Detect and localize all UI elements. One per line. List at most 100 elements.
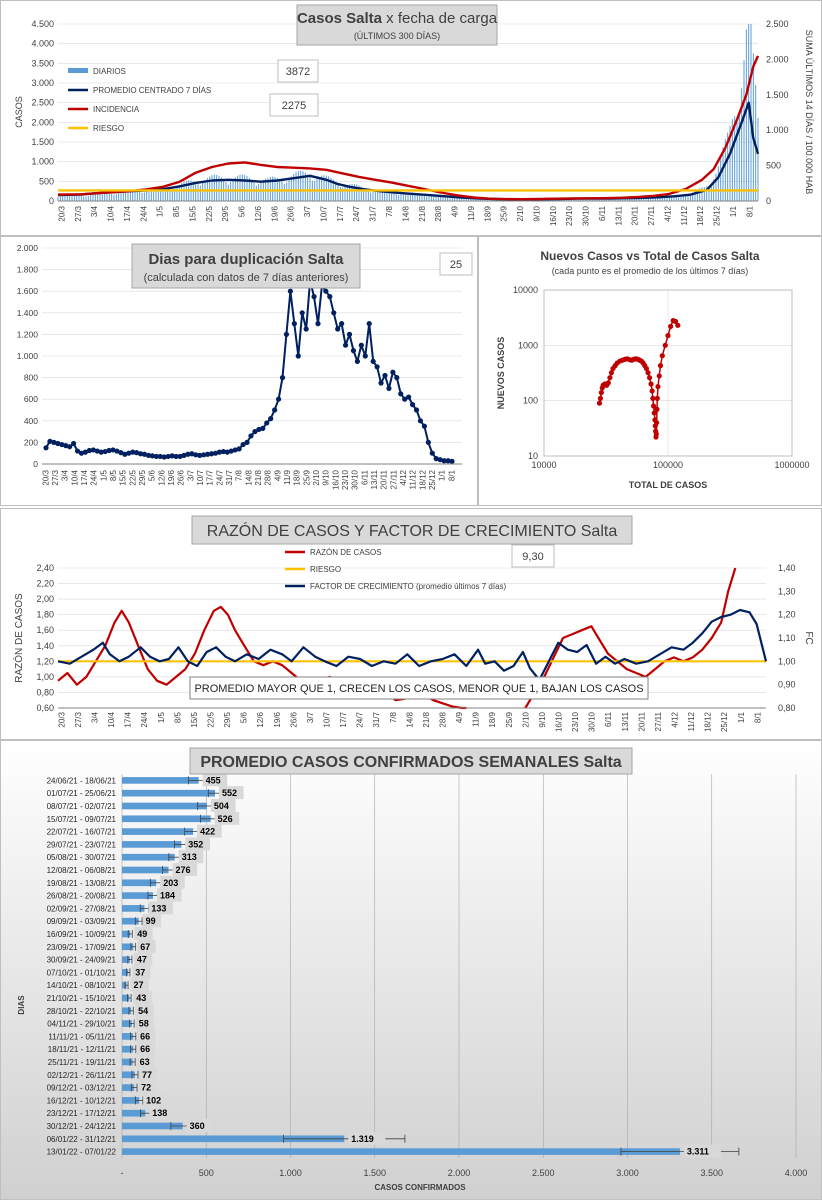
x-tick-label: 3/4 [61,469,70,481]
data-point [220,448,226,455]
daily-bar [407,192,409,201]
x-tick-label: 11/12 [680,205,689,225]
daily-bar [738,114,740,201]
value-label-bg [210,799,236,812]
data-point [441,458,447,464]
x-tick-label: 10/4 [107,205,116,221]
value-label-bg [142,914,162,928]
daily-bar [218,175,220,201]
data-point [216,449,223,455]
value-label: 27 [134,980,144,990]
daily-bar [365,189,367,201]
data-point [134,450,140,456]
x-tick-label: 31/7 [225,469,234,485]
daily-bar [657,197,659,201]
y-tick-label: 2.000 [31,117,54,127]
value-label-bg [143,1093,168,1107]
x-tick-label: 26/6 [289,711,298,727]
data-point [662,342,668,348]
x-tick-label: 8/1 [447,469,456,481]
x-tick-label: 25/9 [302,469,311,485]
y-tick-label: 1,40 [36,641,54,651]
y2-tick-label: 1,10 [778,633,796,643]
bar [122,1148,680,1155]
x-tick-label: - [121,1168,124,1178]
y2-tick-label: 2.500 [766,19,789,29]
data-point [354,358,360,364]
x-tick-label: 24/4 [139,205,148,221]
data-point [382,372,388,379]
bar [122,789,216,797]
category-label: 07/10/21 - 01/10/21 [47,968,117,977]
x-tick-label: 14/8 [244,469,253,485]
daily-bar [225,182,227,201]
data-point [185,451,191,457]
daily-bar [349,184,351,201]
data-point [264,420,270,426]
daily-bar [694,191,696,201]
data-point [605,380,611,386]
x-tick-label: 29/5 [223,711,232,727]
x-tick-label: 20/3 [41,469,50,485]
bar [122,943,134,951]
daily-bar [71,194,73,201]
daily-bar [120,191,122,201]
y-tick-label: 10 [528,451,538,461]
x-tick-label: 20/3 [57,711,66,727]
daily-bar [736,117,738,201]
daily-bar [76,194,78,201]
y-tick-label: 0 [49,196,54,206]
value-label-bg [135,1016,155,1030]
y-tick-label: 400 [24,416,38,426]
daily-bar [94,193,96,201]
y-tick-label: 600 [24,394,38,404]
bar [122,802,207,810]
data-point [653,431,659,437]
data-point [232,447,238,453]
daily-bar [402,193,404,201]
nuevos-vs-total-panel: 10 100 1000 10000 10000 100000 1000000 Nuevos C… [478,236,822,506]
x-tick-label: 26/6 [287,205,296,221]
legend-swatch [68,68,88,73]
daily-bar [211,175,213,201]
x-tick-label: 3/7 [303,205,312,217]
bar [122,1084,135,1091]
x-tick-label: 20/11 [631,205,640,225]
daily-bar [391,191,393,201]
value-label: 54 [138,1006,148,1016]
daily-bar [269,176,271,201]
category-label: 19/08/21 - 13/08/21 [47,879,117,888]
data-point [236,446,242,452]
x-tick-label: 22/5 [128,469,137,485]
bar [122,866,169,874]
data-point [94,448,100,454]
x-tick-label: 22/5 [207,711,216,727]
daily-bar [475,197,477,201]
bar [122,917,139,925]
data-point [654,420,660,426]
category-label: 28/10/21 - 22/10/21 [47,1007,117,1016]
value-label: 63 [140,1057,150,1067]
y2-tick-label: 1,40 [778,563,796,573]
title-box [189,747,633,775]
daily-bar [437,195,439,201]
x-tick-label: 10000 [531,460,556,470]
series-line [57,608,768,682]
daily-bar [216,174,218,201]
legend-label: INCIDENCIA [93,105,140,114]
data-point [106,447,112,454]
x-tick-label: 23/10 [341,469,350,490]
daily-bar [106,192,108,201]
daily-bar [57,196,59,201]
category-label: 13/01/22 - 07/01/22 [47,1148,117,1157]
daily-bar [631,197,633,201]
daily-bar [73,194,75,201]
data-point [256,426,262,433]
category-label: 21/10/21 - 15/10/21 [47,994,117,1003]
x-tick-label: 10/7 [323,711,332,727]
y2-tick-label: 1.500 [766,90,789,100]
data-point [402,396,408,402]
daily-bar [356,184,358,201]
daily-bar [384,189,386,201]
data-point [78,450,85,456]
